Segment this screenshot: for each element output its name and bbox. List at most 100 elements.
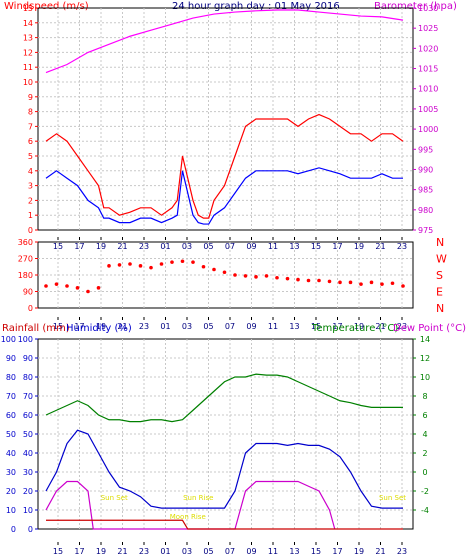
wind-direction-point [44,284,48,288]
x-tick-label: 23 [397,547,407,555]
x-tick-label: 13 [289,547,299,555]
left-tick-label: 11 [23,63,33,72]
wind-direction-point [191,260,195,264]
left-tick-label: 60 [6,411,16,420]
left-tick-label-2: 20 [23,487,33,496]
left-tick-label-2: 80 [23,373,33,382]
wind-direction-point [401,284,405,288]
left-tick-label: 4 [28,167,33,176]
x-tick-label: 17 [74,547,84,555]
right-tick-label: 0 [422,468,427,477]
wind-direction-point [359,282,363,286]
wind-direction-point [75,286,80,290]
panel2-grid [38,242,413,308]
wind-direction-point [180,259,185,264]
wind-direction-point [201,264,206,269]
wind-direction-point [380,282,384,286]
left-tick-label: 30 [6,468,16,477]
wind-direction-point [243,274,248,278]
left-tick-label: 180 [18,271,33,280]
x-tick-label: 01 [160,322,170,331]
left-tick-label-2: 50 [23,430,33,439]
compass-label: N [436,236,444,249]
x-tick-label: 19 [96,547,106,555]
right-tick-label: 10 [420,373,430,382]
right-tick-label: 6 [422,411,427,420]
compass-label: E [436,286,443,299]
x-tick-label: 07 [225,322,235,331]
left-tick-label-2: 40 [23,449,33,458]
right-tick-label: 2 [422,449,427,458]
left-tick-label-2: 0 [28,525,33,534]
wind-direction-point [54,282,59,286]
x-tick-label: 15 [311,322,321,331]
panel2-wind-direction-points [44,259,405,294]
left-tick-label: 15 [23,4,33,13]
left-tick-label-2: 70 [23,392,33,401]
left-tick-label: 50 [6,430,16,439]
humidity-axis-label: Humidity (%) [66,323,132,334]
series-line [46,519,403,530]
wind-direction-point [390,281,395,286]
left-tick-label: 360 [18,238,33,247]
left-tick-label: 2 [28,196,33,205]
series-line [45,113,404,219]
wind-direction-point [107,264,111,268]
left-tick-label: 40 [6,449,16,458]
wind-direction-point [117,263,122,267]
left-tick-label: 0 [28,226,33,235]
left-tick-label-2: 10 [23,506,33,515]
series-line [45,167,403,225]
left-tick-label: 7 [28,122,33,131]
left-tick-label-2: 90 [23,354,33,363]
temperature-axis-label: Temperature (°C) [311,323,398,334]
x-tick-label: 15 [53,547,63,555]
wind-direction-point [369,280,374,285]
panel2-x-ticks: 15 17 19 21 23 01 03 05 07 09 11 13 15 17 19 21 23 [53,317,407,331]
left-tick-label: 80 [6,373,16,382]
series-line [45,9,404,74]
wind-direction-point [296,277,300,282]
x-tick-label: 01 [160,547,170,555]
wind-direction-point [233,273,237,277]
compass-label: W [436,253,447,266]
x-tick-label: 21 [117,322,127,331]
wind-direction-point [306,278,311,283]
right-tick-label: 995 [418,145,433,154]
annotation-label: Moon Rise [170,513,206,521]
left-tick-label: 8 [28,108,33,117]
wind-direction-point [264,274,269,278]
x-tick-label: 23 [139,322,149,331]
x-tick-label: 15 [53,322,63,331]
left-tick-label: 0 [11,525,16,534]
left-tick-label: 20 [6,487,16,496]
compass-label: S [436,269,443,282]
series-line [45,373,403,423]
x-tick-label: 03 [182,547,192,555]
windspeed-axis-label: Windspeed (m/s) [4,1,89,12]
panel3-annotations: Sun Set Sun Rise Moon Rise Sun Set [101,494,407,521]
x-tick-label: 21 [375,322,385,331]
wind-direction-point [317,278,321,283]
right-tick-label: 980 [418,206,433,215]
right-tick-label: 975 [418,226,433,235]
x-tick-label: 17 [74,322,84,331]
x-tick-label: 05 [203,322,213,331]
left-tick-label: 3 [28,182,33,191]
x-tick-label: 21 [117,547,127,555]
left-tick-label-2: 30 [23,468,33,477]
wind-direction-point [149,265,153,270]
panel1-right-ticks: 975 980 985 990 995 1000 1005 1010 1015 1020 1025 1… [413,4,438,235]
x-tick-label: 19 [96,322,106,331]
annotation-label: Sun Set [379,494,406,502]
x-tick-label: 05 [203,547,213,555]
rainfall-axis-label: Rainfall (mm) [2,323,70,334]
left-tick-label: 90 [23,288,33,297]
x-tick-label: 03 [182,322,192,331]
wind-direction-point [65,284,69,288]
left-tick-label: 10 [23,78,33,87]
x-tick-label: 11 [268,547,278,555]
